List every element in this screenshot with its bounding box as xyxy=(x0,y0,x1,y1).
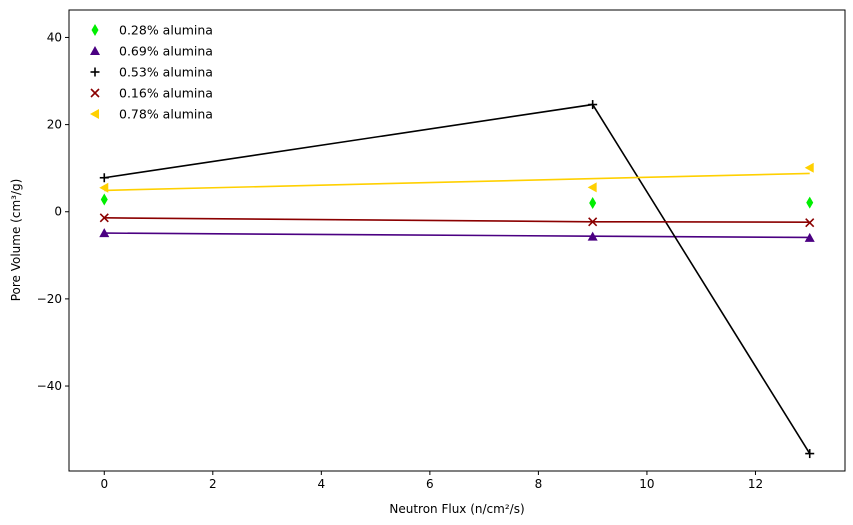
data-point xyxy=(588,217,598,227)
legend-marker xyxy=(90,67,100,77)
data-point xyxy=(99,182,109,193)
y-axis-label: Pore Volume (cm³/g) xyxy=(9,179,23,302)
y-axis: −40 −20 0 20 40 xyxy=(37,30,69,393)
x-tick-label: 4 xyxy=(318,477,326,491)
x-tick-label: 0 xyxy=(100,477,108,491)
data-point xyxy=(587,182,597,193)
x-tick-label: 10 xyxy=(639,477,654,491)
legend-label: 0.28% alumina xyxy=(119,23,213,38)
y-tick-label: 40 xyxy=(47,30,62,44)
data-point xyxy=(805,218,815,228)
x-axis: 0 2 4 6 8 10 12 xyxy=(100,471,763,491)
x-axis-label: Neutron Flux (n/cm²/s) xyxy=(389,502,524,516)
data-point xyxy=(99,213,109,223)
y-tick-label: −20 xyxy=(37,292,62,306)
data-point xyxy=(589,197,597,210)
x-tick-label: 6 xyxy=(426,477,434,491)
legend-label: 0.69% alumina xyxy=(119,44,213,59)
legend-marker xyxy=(91,24,99,36)
axes-frame xyxy=(68,9,846,472)
x-tick-label: 2 xyxy=(209,477,217,491)
data-point xyxy=(100,193,108,206)
x-tick-label: 12 xyxy=(748,477,763,491)
legend-item: 0.69% alumina xyxy=(90,44,213,59)
legend: 0.28% alumina 0.69% alumina 0.53% alumina 0… xyxy=(90,23,213,122)
legend-item: 0.28% alumina xyxy=(91,23,213,38)
y-tick-label: −40 xyxy=(37,379,62,393)
y-tick-label: 20 xyxy=(47,118,62,132)
data-point xyxy=(804,162,814,173)
data-point xyxy=(99,173,109,183)
legend-label: 0.53% alumina xyxy=(119,65,213,80)
data-point xyxy=(806,196,814,209)
x-tick-label: 8 xyxy=(535,477,543,491)
data-point xyxy=(805,449,815,459)
data-point xyxy=(99,228,110,238)
trend-line xyxy=(104,172,810,192)
y-tick-label: 0 xyxy=(54,205,62,219)
data-point xyxy=(587,231,598,241)
legend-marker xyxy=(90,88,100,98)
legend-marker xyxy=(90,109,99,119)
plot-area xyxy=(99,100,815,459)
data-point xyxy=(588,100,598,110)
legend-label: 0.16% alumina xyxy=(119,86,213,101)
data-point xyxy=(804,232,815,242)
legend-item: 0.53% alumina xyxy=(90,65,213,80)
legend-item: 0.78% alumina xyxy=(90,107,213,122)
legend-label: 0.78% alumina xyxy=(119,107,213,122)
legend-item: 0.16% alumina xyxy=(90,86,213,101)
legend-marker xyxy=(90,46,100,55)
